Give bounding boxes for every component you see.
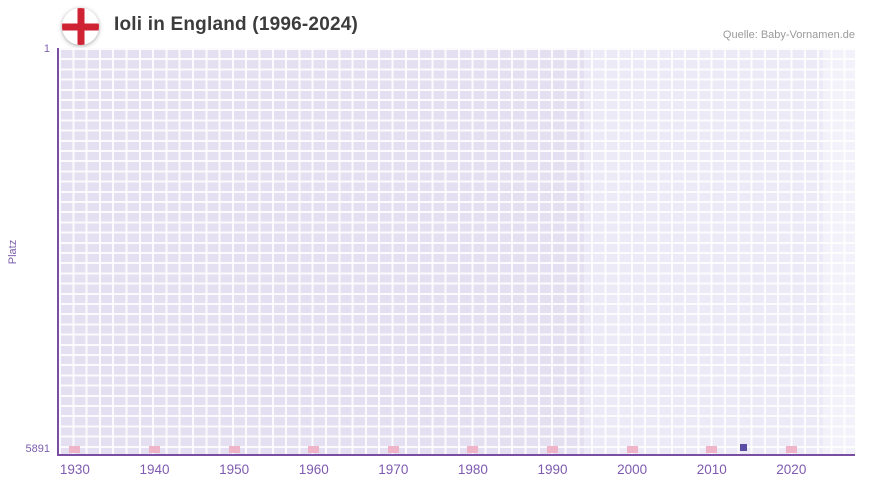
decade-tick-mark: [308, 446, 320, 453]
x-tick-label: 1930: [59, 462, 90, 477]
decade-tick-mark: [706, 446, 718, 453]
x-tick-label: 1980: [457, 462, 488, 477]
x-tick-label: 2020: [776, 462, 807, 477]
decade-tick-mark: [547, 446, 559, 453]
x-tick-label: 1990: [537, 462, 568, 477]
x-tick-label: 2010: [696, 462, 727, 477]
source-attribution: Quelle: Baby-Vornamen.de: [722, 29, 855, 41]
y-axis-label: Platz: [7, 239, 19, 265]
x-axis-tick-labels: 1930 1940 1950 1960 1970 1980 1990 2000 2010 2020: [59, 462, 855, 484]
decade-tick-mark: [467, 446, 479, 453]
x-tick-label: 1970: [378, 462, 409, 477]
x-tick-label: 1950: [219, 462, 250, 477]
data-point: [740, 444, 748, 452]
decade-tick-mark: [626, 446, 638, 453]
grid-lines: [59, 48, 855, 454]
decade-tick-mark: [149, 446, 161, 453]
x-tick-label: 1940: [139, 462, 170, 477]
decade-tick-mark: [69, 446, 81, 453]
plot-area: [57, 48, 855, 456]
chart-title: Ioli in England (1996-2024): [114, 14, 359, 35]
england-flag-icon: [62, 8, 99, 45]
decade-tick-mark: [785, 446, 797, 453]
decade-tick-mark: [387, 446, 399, 453]
y-tick-top: 1: [43, 43, 50, 55]
x-tick-label: 2000: [617, 462, 648, 477]
y-tick-bottom: 5891: [25, 443, 50, 455]
x-tick-label: 1960: [298, 462, 329, 477]
decade-tick-mark: [228, 446, 240, 453]
